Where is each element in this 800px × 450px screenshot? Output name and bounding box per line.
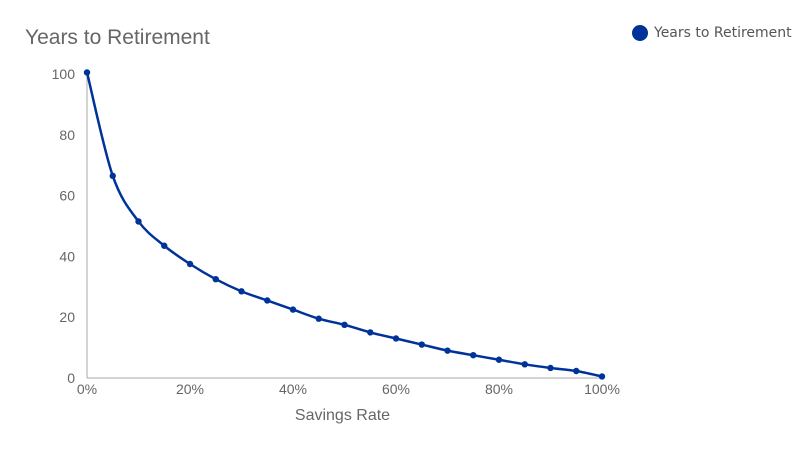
y-tick-label: 60 — [59, 188, 75, 204]
data-point — [83, 69, 91, 76]
data-point — [573, 367, 580, 375]
x-tick-label: 60% — [382, 381, 410, 397]
data-point — [598, 373, 606, 380]
series-line — [85, 72, 603, 378]
data-point — [367, 329, 374, 336]
data-point — [444, 347, 451, 354]
x-tick-label: 40% — [279, 381, 307, 397]
data-point — [109, 172, 116, 180]
data-point — [289, 306, 297, 313]
data-point — [392, 335, 400, 342]
x-tick-label: 0% — [77, 381, 97, 397]
data-point — [470, 352, 477, 359]
data-point — [315, 315, 322, 322]
data-point — [495, 356, 503, 363]
legend[interactable]: Years to Retirement — [632, 25, 792, 41]
y-tick-label: 100 — [52, 66, 76, 82]
legend-swatch-icon — [632, 25, 648, 41]
y-tick-label: 0 — [67, 370, 75, 386]
legend-label: Years to Retirement — [654, 25, 792, 41]
data-point — [341, 321, 348, 328]
y-tick-label: 20 — [59, 309, 75, 325]
data-point — [212, 276, 219, 283]
y-tick-label: 40 — [59, 248, 75, 264]
x-tick-label: 80% — [485, 381, 513, 397]
chart-title: Years to Retirement — [25, 26, 210, 49]
data-point — [547, 364, 554, 372]
data-point — [238, 288, 245, 295]
x-tick-label: 20% — [176, 381, 204, 397]
data-point — [186, 260, 194, 268]
data-point — [135, 218, 142, 225]
data-point — [264, 297, 271, 304]
data-point — [418, 341, 425, 348]
data-point — [521, 361, 528, 368]
x-axis-title: Savings Rate — [295, 407, 390, 424]
x-tick-label: 100% — [584, 381, 620, 397]
data-point — [161, 242, 168, 249]
y-tick-label: 80 — [59, 127, 75, 143]
